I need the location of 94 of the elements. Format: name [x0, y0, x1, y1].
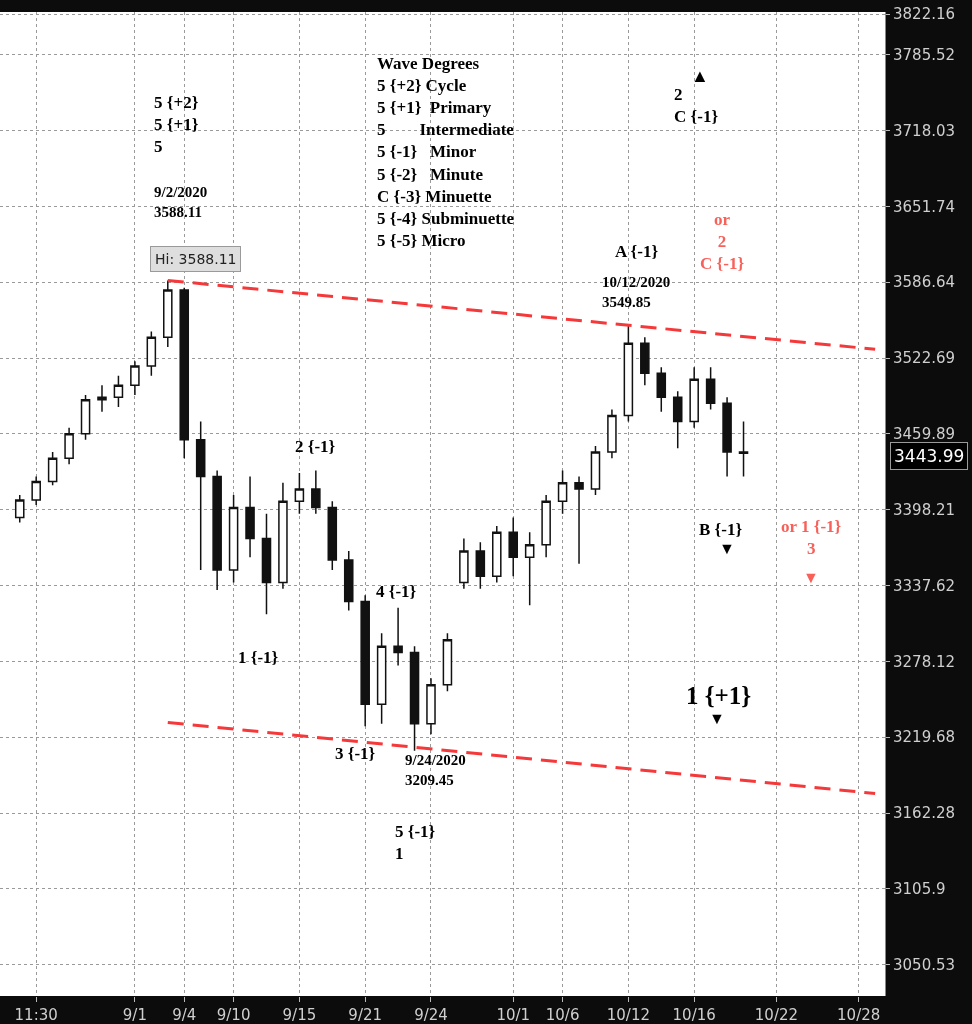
- candlestick: [64, 426, 74, 466]
- candlestick: [442, 632, 453, 692]
- candlestick: [179, 286, 190, 459]
- y-tick-label: 3278.12: [893, 652, 956, 671]
- candlestick: [508, 516, 519, 577]
- y-tick-label: 3651.74: [893, 197, 956, 216]
- candlestick: [343, 550, 354, 612]
- y-tick-label: 3162.28: [893, 804, 956, 823]
- candlestick: [541, 494, 551, 559]
- x-tick-label: 10/6: [545, 1006, 580, 1024]
- candlestick: [212, 469, 222, 591]
- candlestick: [294, 472, 305, 515]
- candlestick: [80, 394, 91, 441]
- candlestick: [672, 390, 683, 450]
- y-tick-label: 3522.69: [893, 349, 956, 368]
- candlestick: [590, 445, 601, 496]
- annotation: Hi: 3588.11: [155, 251, 237, 267]
- candlestick: [327, 500, 338, 571]
- candlestick: [656, 366, 667, 413]
- candlestick: [459, 537, 469, 590]
- candlestick: [393, 607, 403, 667]
- annotation: 1 {+1}: [686, 682, 752, 709]
- candlestick: [31, 475, 41, 506]
- candlestick: [640, 336, 650, 387]
- annotation: ▲: [691, 66, 709, 86]
- annotation: or 2 C {-1}: [700, 210, 745, 274]
- x-tick-label: 9/1: [122, 1006, 147, 1024]
- candlestick: [705, 366, 716, 411]
- y-tick-label: 3050.53: [893, 956, 956, 974]
- candlestick: [689, 366, 699, 429]
- candlestick: [738, 420, 749, 478]
- candlestick: [492, 525, 502, 584]
- annotation: or 1 {-1} 3: [781, 517, 842, 559]
- candlestick: [261, 512, 272, 615]
- candlestick: [195, 420, 206, 571]
- text: 3443.99: [894, 446, 965, 466]
- text: Wave Degrees 5 {+2} Cycle 5 {+1} Primary 5 Intermediate 5 {-1} Minor 5 {-2} Minute C {-3} Minuette 5 {-4} Subminuette 5 {-5} Micro: [377, 54, 515, 250]
- y-tick-label: 3219.68: [893, 728, 956, 747]
- x-tick-label: 9/10: [216, 1006, 251, 1024]
- candlestick: [475, 541, 486, 590]
- x-tick-label: 9/24: [414, 1006, 448, 1024]
- candlestick: [278, 482, 288, 590]
- candlestick: [524, 531, 535, 607]
- annotation: 2 {-1}: [295, 437, 336, 456]
- annotation: A {-1}: [615, 242, 659, 261]
- candlestick: [47, 451, 58, 486]
- candlestick: [163, 279, 173, 348]
- candlestick: [623, 324, 634, 423]
- annotation: 5 {-1} 1: [395, 822, 436, 864]
- y-tick-label: 3398.21: [893, 500, 956, 519]
- candlestick: [722, 396, 732, 478]
- y-tick-label: 3785.52: [893, 45, 956, 64]
- x-tick-label: 9/15: [282, 1006, 317, 1024]
- annotation: ▼: [719, 540, 735, 557]
- x-tick-label: 10/22: [754, 1006, 799, 1024]
- y-tick-label: 3586.64: [893, 273, 956, 292]
- candlestick: [97, 384, 107, 413]
- candlestick: [607, 408, 617, 459]
- candlestick: [146, 330, 157, 377]
- candlestick: [14, 494, 25, 524]
- y-tick-label: 3822.16: [893, 5, 956, 24]
- candlestick: [311, 469, 321, 515]
- candlestick: [574, 475, 584, 565]
- candlestick: [409, 645, 420, 752]
- annotation: ▼: [803, 569, 819, 586]
- annotation: ▼: [709, 710, 725, 727]
- x-tick-label: 9/4: [172, 1006, 197, 1024]
- y-tick-label: 3459.89: [893, 425, 956, 444]
- x-tick-label: 9/21: [348, 1006, 383, 1024]
- annotation: 3 {-1}: [335, 744, 376, 763]
- x-tick-label: 10/28: [837, 1006, 881, 1024]
- x-tick-label: 10/12: [606, 1006, 650, 1024]
- x-tick-label: 11:30: [14, 1006, 58, 1024]
- candlestick: [376, 632, 387, 725]
- candlestick: [130, 360, 140, 396]
- annotation: 9/24/2020 3209.45: [405, 752, 466, 788]
- x-tick-label: 10/16: [672, 1006, 716, 1024]
- x-tick-label: 10/1: [496, 1006, 531, 1024]
- y-tick-label: 3337.62: [893, 576, 956, 595]
- y-tick-label: 3105.9: [893, 880, 946, 899]
- annotation: 4 {-1}: [376, 582, 417, 601]
- candlestick: [228, 494, 239, 584]
- annotation: 9/2/2020 3588.11: [154, 184, 208, 220]
- candlestick: [245, 475, 255, 559]
- annotation: 2 C {-1}: [674, 85, 719, 127]
- annotation: 10/12/2020 3549.85: [602, 274, 671, 310]
- candlestick: [113, 374, 124, 408]
- candlestick: [557, 469, 568, 515]
- y-tick-label: 3718.03: [893, 121, 956, 140]
- candlestick: [426, 677, 436, 735]
- annotation: 1 {-1}: [238, 648, 279, 667]
- annotation: B {-1}: [699, 520, 743, 539]
- candlestick: [360, 594, 370, 728]
- annotation: 5 {+2} 5 {+1} 5: [154, 93, 199, 157]
